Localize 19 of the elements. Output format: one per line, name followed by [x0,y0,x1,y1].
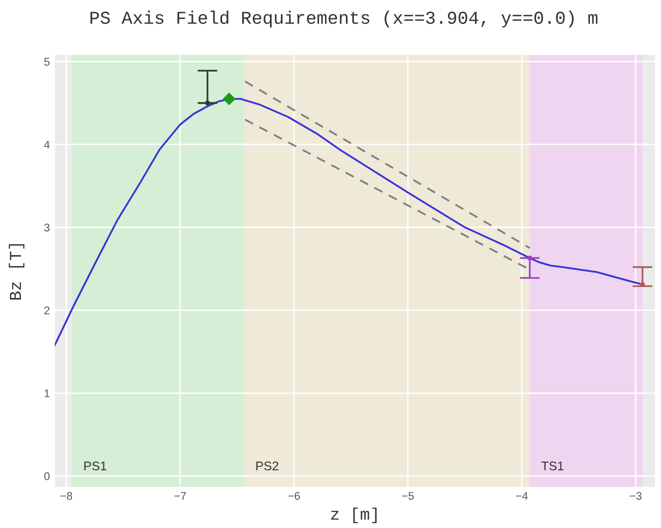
x-tick-label: −6 [288,492,300,500]
y-tick-label: 4 [44,140,50,148]
chart-title: PS Axis Field Requirements (x==3.904, y==0.0) m [90,10,598,28]
band-label: PS1 [84,462,106,470]
x-tick-label: −4 [516,492,528,500]
y-axis-title: Bz [T] [8,244,24,300]
y-tick-label: 0 [44,472,50,480]
band-label: PS2 [256,462,278,470]
x-tick-label: −8 [60,492,72,500]
y-tick-label: 1 [44,390,50,398]
x-axis-title: z [m] [331,508,377,524]
x-tick-label: −5 [402,492,414,500]
x-tick-label: −7 [174,492,186,500]
y-tick-label: 3 [44,224,50,232]
y-tick-label: 5 [44,58,50,66]
point [223,92,236,105]
y-tick-label: 2 [44,306,50,314]
band-label: TS1 [541,462,564,470]
x-tick-label: −3 [630,492,642,500]
